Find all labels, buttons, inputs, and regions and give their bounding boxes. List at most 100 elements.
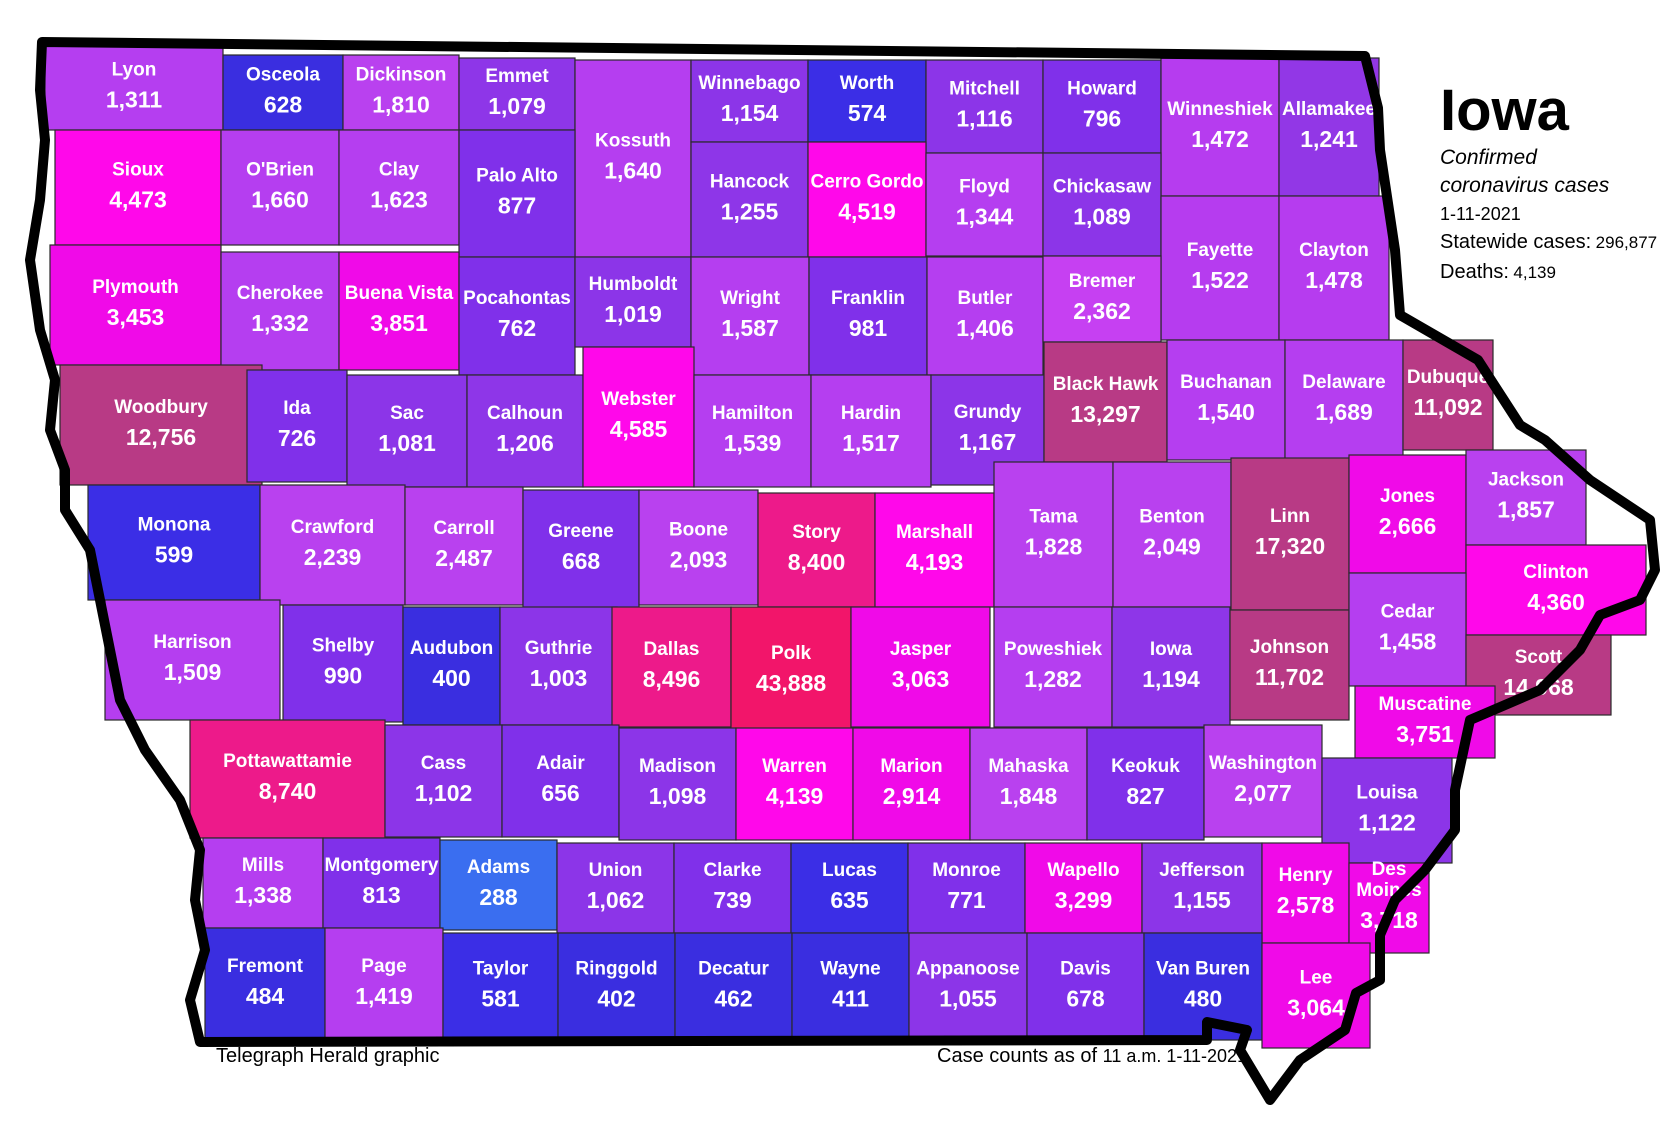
county-shape-greene xyxy=(522,489,640,609)
county-shape-decatur xyxy=(674,932,793,1041)
statewide-value: 296,877 xyxy=(1595,233,1658,252)
county-monroe: Monroe 771 xyxy=(907,842,1026,934)
county-madison: Madison 1,098 xyxy=(618,727,737,841)
county-plymouth: Plymouth 3,453 xyxy=(49,244,222,366)
county-shape-mitchell xyxy=(925,59,1044,154)
county-cases-jefferson: 1,155 xyxy=(1173,887,1231,913)
county-name-mills: Mills xyxy=(242,855,284,876)
county-cases-muscatine: 3,751 xyxy=(1396,721,1454,747)
county-name-clinton: Clinton xyxy=(1523,562,1588,583)
county-bremer: Bremer 2,362 xyxy=(1042,255,1162,343)
county-shape-mahaska xyxy=(969,727,1088,841)
county-cases-fayette: 1,522 xyxy=(1191,267,1249,293)
county-shape-johnson xyxy=(1229,609,1350,721)
county-shape-lyon xyxy=(44,44,224,131)
county-cases-worth: 574 xyxy=(848,100,887,126)
county-cases-iowa: 1,194 xyxy=(1142,666,1200,692)
county-shape-buchanan xyxy=(1166,339,1286,461)
county-shape-adams xyxy=(439,839,558,931)
county-cases-cedar: 1,458 xyxy=(1379,629,1437,655)
county-shape-chickasaw xyxy=(1042,152,1162,257)
county-emmet: Emmet 1,079 xyxy=(458,57,576,131)
county-cases-floyd: 1,344 xyxy=(956,204,1014,230)
county-wapello: Wapello 3,299 xyxy=(1024,842,1143,934)
county-cases-page: 1,419 xyxy=(355,983,413,1009)
county-name-greene: Greene xyxy=(548,521,613,542)
county-name-monroe: Monroe xyxy=(932,860,1001,881)
county-name-dallas: Dallas xyxy=(644,639,700,660)
county-shape-fayette xyxy=(1160,195,1280,341)
county-jefferson: Jefferson 1,155 xyxy=(1141,842,1263,934)
county-shape-winnebago xyxy=(690,59,809,143)
county-clay: Clay 1,623 xyxy=(338,129,460,246)
county-name-palo-alto: Palo Alto xyxy=(476,166,558,187)
county-chickasaw: Chickasaw 1,089 xyxy=(1042,152,1162,257)
county-cases-allamakee: 1,241 xyxy=(1300,126,1358,152)
deaths: Deaths: 4,139 xyxy=(1440,258,1657,288)
county-woodbury: Woodbury 12,756 xyxy=(59,364,263,486)
county-shape-wapello xyxy=(1024,842,1143,934)
county-name-chickasaw: Chickasaw xyxy=(1053,177,1151,198)
county-appanoose: Appanoose 1,055 xyxy=(908,932,1028,1041)
county-louisa: Louisa 1,122 xyxy=(1321,757,1453,864)
county-clinton: Clinton 4,360 xyxy=(1465,544,1647,636)
county-name-plymouth: Plymouth xyxy=(92,277,179,298)
deaths-value: 4,139 xyxy=(1513,263,1556,282)
county-cases-franklin: 981 xyxy=(849,315,888,341)
county-shape-dallas xyxy=(611,606,732,728)
county-name-hardin: Hardin xyxy=(841,403,901,424)
county-name-iowa: Iowa xyxy=(1150,639,1193,660)
county-shape-davis xyxy=(1026,932,1145,1041)
county-cases-winneshiek: 1,472 xyxy=(1191,126,1249,152)
county-shape-shelby xyxy=(282,604,404,723)
county-mills: Mills 1,338 xyxy=(202,837,324,929)
county-shape-butler xyxy=(926,256,1044,376)
county-pocahontas: Pocahontas 762 xyxy=(458,256,576,376)
county-lee: Lee 3,064 xyxy=(1261,942,1371,1049)
county-name-fayette: Fayette xyxy=(1187,240,1254,261)
county-shape-palo-alto xyxy=(458,129,576,258)
county-black-hawk: Black Hawk 13,297 xyxy=(1043,341,1168,463)
deaths-label: Deaths: xyxy=(1440,261,1509,283)
county-layer: Lyon 1,311 Osceola 628 Dickinson 1,810 Emmet 1,… xyxy=(44,44,1647,1049)
county-guthrie: Guthrie 1,003 xyxy=(499,606,618,726)
county-name-madison: Madison xyxy=(639,756,716,777)
county-montgomery: Montgomery 813 xyxy=(322,837,441,929)
county-shape-clay xyxy=(338,129,460,246)
county-cases-cass: 1,102 xyxy=(415,780,473,806)
county-name-jones: Jones xyxy=(1380,486,1435,507)
county-cases-decatur: 462 xyxy=(714,986,752,1012)
county-cases-fremont: 484 xyxy=(246,983,285,1009)
county-name-clarke: Clarke xyxy=(703,860,761,881)
county-cases-calhoun: 1,206 xyxy=(496,430,554,456)
county-shape-plymouth xyxy=(49,244,222,366)
county-cases-davis: 678 xyxy=(1066,986,1105,1012)
county-cases-howard: 796 xyxy=(1083,106,1121,132)
county-cases-hardin: 1,517 xyxy=(842,430,900,456)
county-shape-floyd xyxy=(925,152,1044,257)
county-shape-bremer xyxy=(1042,255,1162,343)
county-cedar: Cedar 1,458 xyxy=(1348,572,1467,687)
county-dallas: Dallas 8,496 xyxy=(611,606,732,728)
county-warren: Warren 4,139 xyxy=(735,727,854,841)
county-name-des-moines: Des xyxy=(1372,859,1407,880)
county-shelby: Shelby 990 xyxy=(282,604,404,723)
county-mitchell: Mitchell 1,116 xyxy=(925,59,1044,154)
county-name-keokuk: Keokuk xyxy=(1111,756,1180,777)
county-winnebago: Winnebago 1,154 xyxy=(690,59,809,143)
county-cases-johnson: 11,702 xyxy=(1255,664,1324,690)
county-shape-cerro-gordo xyxy=(807,141,927,258)
county-wright: Wright 1,587 xyxy=(690,256,810,376)
county-name-butler: Butler xyxy=(958,288,1014,309)
county-cases-poweshiek: 1,282 xyxy=(1024,666,1082,692)
county-benton: Benton 2,049 xyxy=(1112,461,1232,608)
county-name-hamilton: Hamilton xyxy=(712,403,793,424)
county-cases-clarke: 739 xyxy=(713,887,751,913)
county-cases-dickinson: 1,810 xyxy=(372,92,430,118)
county-cases-osceola: 628 xyxy=(264,92,303,118)
county-name-pottawattamie: Pottawattamie xyxy=(223,751,352,772)
county-ida: Ida 726 xyxy=(246,369,348,483)
map-title: Iowa xyxy=(1440,78,1569,143)
county-name-van-buren: Van Buren xyxy=(1156,959,1250,980)
